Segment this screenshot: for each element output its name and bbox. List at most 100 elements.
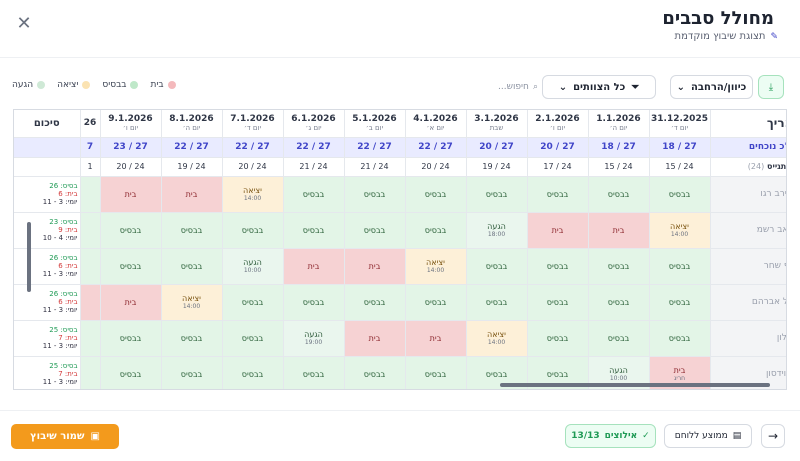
schedule-cell[interactable]: בבסיס [527, 248, 589, 285]
schedule-cell[interactable] [80, 248, 101, 285]
schedule-cell[interactable]: בבסיס [588, 284, 650, 321]
schedule-cell[interactable]: בבסיס [283, 284, 345, 321]
person-name[interactable]: הולל אברהם [710, 284, 786, 321]
schedule-cell[interactable]: בבסיס [222, 320, 284, 357]
schedule-cell[interactable]: בבסיס [283, 176, 345, 213]
horizontal-scrollbar[interactable] [500, 383, 770, 387]
download-button[interactable]: ⤓ [758, 75, 784, 99]
date-header-cell[interactable]: 26 [80, 110, 101, 138]
cell-status: בבסיס [119, 261, 142, 271]
schedule-cell[interactable]: בבסיס [161, 320, 223, 357]
schedule-cell[interactable]: בבסיס [588, 176, 650, 213]
search-input[interactable]: ⌕ חיפוש... [468, 79, 538, 95]
schedule-cell[interactable]: בבסיס [527, 320, 589, 357]
schedule-cell[interactable]: בבסיס [222, 284, 284, 321]
schedule-cell[interactable]: בבסיס [649, 320, 711, 357]
schedule-cell[interactable]: בבסיס [161, 212, 223, 249]
schedule-cell[interactable]: בבסיס [283, 356, 345, 389]
schedule-cell[interactable]: בית [161, 176, 223, 213]
summary-line: יומי: 3 - 11 [42, 270, 78, 278]
schedule-cell[interactable]: בית [100, 284, 162, 321]
schedule-cell[interactable]: בבסיס [344, 176, 406, 213]
schedule-cell[interactable]: בבסיס [405, 176, 467, 213]
cell-status: בבסיס [241, 225, 264, 235]
schedule-cell[interactable]: בבסיס [161, 248, 223, 285]
schedule-cell[interactable]: בבסיס [466, 284, 528, 321]
schedule-cell[interactable] [80, 212, 101, 249]
date-header-cell[interactable]: 7.1.2026 יום ד׳ [222, 110, 284, 138]
schedule-cell[interactable]: בבסיס [100, 356, 162, 389]
date-header-cell[interactable]: 9.1.2026 יום ו׳ [100, 110, 162, 138]
schedule-cell[interactable]: בבסיס [222, 356, 284, 389]
schedule-cell[interactable]: בבסיס [344, 356, 406, 389]
schedule-cell[interactable]: בית [405, 320, 467, 357]
schedule-cell[interactable]: הגעה 19:00 [283, 320, 345, 357]
schedule-cell[interactable]: בבסיס [405, 284, 467, 321]
total-cell: 20 / 27 [527, 137, 589, 158]
schedule-cell[interactable] [80, 176, 101, 213]
schedule-cell[interactable]: בית [588, 212, 650, 249]
summary-line: בית: 6 [58, 262, 78, 270]
schedule-cell[interactable]: יציאה 14:00 [466, 320, 528, 357]
date-header-cell[interactable]: 2.1.2026 יום ו׳ [527, 110, 589, 138]
date-header-cell[interactable]: 6.1.2026 יום ג׳ [283, 110, 345, 138]
schedule-cell[interactable] [80, 284, 101, 321]
schedule-cell[interactable]: בית [344, 320, 406, 357]
schedule-cell[interactable]: בבסיס [405, 356, 467, 389]
schedule-cell[interactable]: יציאה 14:00 [222, 176, 284, 213]
schedule-cell[interactable]: בבסיס [283, 212, 345, 249]
schedule-cell[interactable]: בית [344, 248, 406, 285]
schedule-cell[interactable]: בבסיס [649, 284, 711, 321]
person-name[interactable]: מירב רגו... [710, 176, 786, 213]
schedule-cell[interactable]: בבסיס [588, 320, 650, 357]
person-name[interactable]: יואב רשמ... [710, 212, 786, 249]
schedule-cell[interactable]: בבסיס [222, 212, 284, 249]
sub-row: 1 20 / 24 19 / 24 20 / 24 21 / 24 21 / 24 20 /… [14, 157, 786, 177]
schedule-cell[interactable]: יציאה 14:00 [649, 212, 711, 249]
date-header-cell[interactable]: 31.12.2025 יום ד׳ [649, 110, 711, 138]
schedule-cell[interactable]: בבסיס [100, 320, 162, 357]
close-icon[interactable]: ✕ [16, 13, 32, 34]
schedule-cell[interactable]: בבסיס [527, 176, 589, 213]
save-schedule-button[interactable]: ▣ שמור שיבוץ [11, 424, 119, 449]
schedule-cell[interactable]: בבסיס [588, 248, 650, 285]
date-header-cell[interactable]: 5.1.2026 יום ב׳ [344, 110, 406, 138]
schedule-cell[interactable]: בבסיס [405, 212, 467, 249]
schedule-cell[interactable]: יציאה 14:00 [161, 284, 223, 321]
teams-label: כל הצוותים [573, 81, 626, 93]
person-name[interactable]: אסף שחר [710, 248, 786, 285]
schedule-cell[interactable]: הגעה 10:00 [222, 248, 284, 285]
date-header-cell[interactable]: 1.1.2026 יום ה׳ [588, 110, 650, 138]
person-name[interactable]: אלון... [710, 320, 786, 357]
schedule-cell[interactable]: בבסיס [100, 212, 162, 249]
schedule-cell[interactable]: בבסיס [649, 248, 711, 285]
schedule-cell[interactable]: בית [527, 212, 589, 249]
schedule-cell[interactable]: בית [100, 176, 162, 213]
schedule-cell[interactable]: בבסיס [466, 248, 528, 285]
schedule-cell[interactable]: בבסיס [161, 356, 223, 389]
vertical-scrollbar[interactable] [27, 222, 31, 292]
schedule-cell[interactable]: בית [283, 248, 345, 285]
teams-filter[interactable]: ⏷ כל הצוותים ⌄ [542, 75, 656, 99]
next-arrow-button[interactable]: → [761, 424, 785, 448]
schedule-cell[interactable]: הגעה 18:00 [466, 212, 528, 249]
schedule-cell[interactable]: בבסיס [649, 176, 711, 213]
schedule-cell[interactable] [80, 320, 101, 357]
constraints-count: 13/13 [571, 431, 600, 441]
cell-time: 14:00 [182, 303, 201, 310]
sub-cell: 21 / 24 [283, 157, 345, 177]
constraints-button[interactable]: ✓ אילוצים 13/13 [565, 424, 656, 448]
schedule-cell[interactable]: בבסיס [466, 176, 528, 213]
orientation-select[interactable]: כיוון/הרחבה ⌄ [670, 75, 753, 99]
schedule-cell[interactable]: בבסיס [344, 212, 406, 249]
average-per-soldier-button[interactable]: ▤ ממוצע ללוחם [664, 424, 752, 448]
date-header-cell[interactable]: 4.1.2026 יום א׳ [405, 110, 467, 138]
schedule-cell[interactable] [80, 356, 101, 389]
schedule-cell[interactable]: בבסיס [344, 284, 406, 321]
date-header-cell[interactable]: 8.1.2026 יום ה׳ [161, 110, 223, 138]
schedule-cell[interactable]: בבסיס [527, 284, 589, 321]
schedule-cell[interactable]: בבסיס [100, 248, 162, 285]
schedule-cell[interactable]: יציאה 14:00 [405, 248, 467, 285]
date-header-cell[interactable]: 3.1.2026 שבת [466, 110, 528, 138]
